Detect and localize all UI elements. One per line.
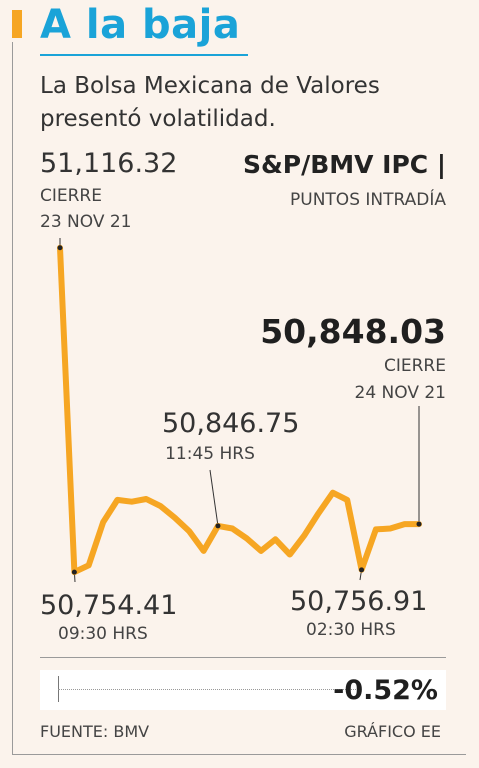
data-point — [159, 505, 162, 508]
data-point — [87, 564, 90, 567]
end-close-date: 24 NOV 21 — [354, 383, 447, 403]
data-point — [403, 523, 406, 526]
data-point — [389, 527, 392, 530]
chart-subtitle: PUNTOS INTRADÍA — [290, 190, 446, 210]
data-point — [260, 549, 263, 552]
start-close-date: 23 NOV 21 — [40, 212, 132, 232]
afternoon-low-time: 02:30 HRS — [306, 620, 396, 640]
page-subtitle: La Bolsa Mexicana de Valores presentó vo… — [40, 73, 380, 132]
change-dotted-line — [58, 689, 358, 690]
frame-left-border — [12, 42, 13, 754]
data-point — [202, 549, 205, 552]
title-underline — [40, 54, 248, 56]
separator-line — [40, 657, 446, 658]
source-label: FUENTE: BMV — [40, 722, 150, 741]
data-point — [274, 538, 277, 541]
data-point — [116, 498, 119, 501]
data-point — [317, 512, 320, 515]
morning-low-time: 09:30 HRS — [58, 624, 148, 644]
title-accent-bar — [12, 10, 22, 38]
leader-morning-low-dot — [71, 569, 77, 575]
leader-midday-dot — [215, 523, 221, 529]
change-value: -0.52% — [333, 675, 438, 706]
start-close-value: 51,116.32 — [40, 148, 178, 179]
credit-label: GRÁFICO EE — [344, 722, 441, 741]
data-point — [145, 497, 148, 500]
data-point — [374, 528, 377, 531]
end-close-label: CIERRE — [384, 356, 446, 376]
frame-bottom-border — [12, 754, 466, 755]
data-point — [331, 491, 334, 494]
leader-midday — [209, 469, 219, 526]
leader-start-close-dot — [57, 245, 63, 251]
data-point — [288, 553, 291, 556]
data-point — [346, 498, 349, 501]
leader-end-close-dot — [416, 521, 422, 527]
data-point — [173, 516, 176, 519]
data-point — [102, 521, 105, 524]
morning-low-value: 50,754.41 — [40, 590, 178, 621]
afternoon-low-value: 50,756.91 — [290, 586, 428, 617]
chart-title: S&P/BMV IPC | — [242, 150, 446, 179]
data-point — [231, 527, 234, 530]
change-box: -0.52% — [40, 670, 446, 710]
series-line — [57, 244, 422, 576]
data-point — [188, 530, 191, 533]
start-close-label: CIERRE — [40, 186, 102, 206]
leader-afternoon-low-dot — [359, 567, 365, 573]
data-point — [130, 500, 133, 503]
page-title: A la baja — [40, 2, 241, 48]
end-close-value: 50,848.03 — [260, 312, 446, 351]
midday-time: 11:45 HRS — [165, 444, 255, 464]
data-point — [245, 537, 248, 540]
data-point — [303, 534, 306, 537]
